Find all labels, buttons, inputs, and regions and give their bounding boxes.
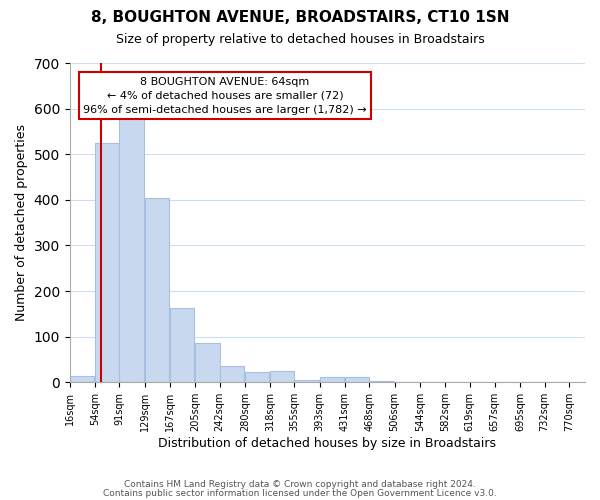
Text: 8, BOUGHTON AVENUE, BROADSTAIRS, CT10 1SN: 8, BOUGHTON AVENUE, BROADSTAIRS, CT10 1S…: [91, 10, 509, 25]
Text: 8 BOUGHTON AVENUE: 64sqm
← 4% of detached houses are smaller (72)
96% of semi-de: 8 BOUGHTON AVENUE: 64sqm ← 4% of detache…: [83, 76, 367, 114]
Bar: [270, 372, 295, 382]
Bar: [245, 372, 269, 382]
X-axis label: Distribution of detached houses by size in Broadstairs: Distribution of detached houses by size …: [158, 437, 496, 450]
Y-axis label: Number of detached properties: Number of detached properties: [15, 124, 28, 321]
Text: Contains public sector information licensed under the Open Government Licence v3: Contains public sector information licen…: [103, 488, 497, 498]
Bar: [119, 118, 144, 382]
Text: Size of property relative to detached houses in Broadstairs: Size of property relative to detached ho…: [116, 32, 484, 46]
Bar: [370, 381, 394, 382]
Bar: [145, 198, 169, 382]
Bar: [70, 376, 94, 382]
Bar: [95, 143, 119, 382]
Bar: [295, 380, 319, 382]
Bar: [345, 378, 370, 382]
Bar: [320, 377, 344, 382]
Bar: [220, 366, 244, 382]
Text: Contains HM Land Registry data © Crown copyright and database right 2024.: Contains HM Land Registry data © Crown c…: [124, 480, 476, 489]
Bar: [170, 308, 194, 382]
Bar: [195, 342, 220, 382]
